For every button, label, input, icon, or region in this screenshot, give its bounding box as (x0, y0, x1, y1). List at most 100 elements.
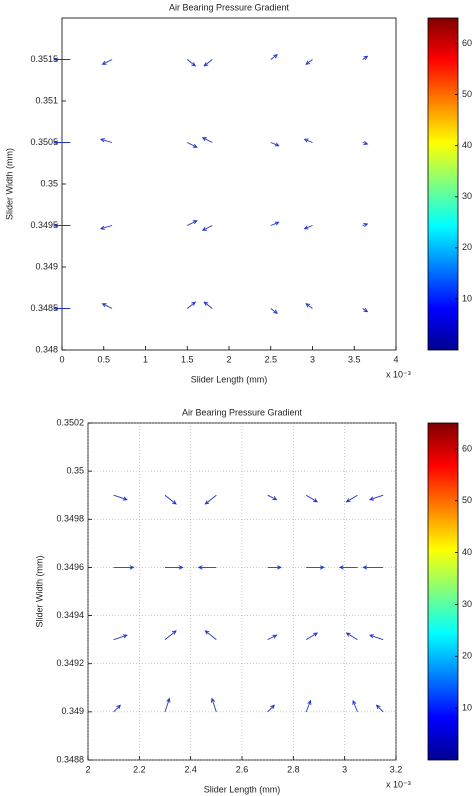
arrow (375, 704, 384, 713)
colorbar-tick-label: 40 (462, 547, 472, 557)
arrow (303, 225, 313, 230)
arrow (306, 565, 325, 570)
y-tick-label: 0.3492 (56, 658, 84, 668)
arrow (270, 308, 278, 314)
colorbar-tick-label: 60 (462, 443, 472, 453)
x-tick-label: 2.8 (287, 764, 300, 774)
arrow (203, 301, 213, 309)
colorbar-tick-label: 10 (462, 293, 472, 303)
arrow (362, 565, 384, 570)
x-tick-label: 1 (143, 354, 148, 364)
colorbar-tick-label: 10 (462, 703, 472, 713)
arrow (99, 138, 113, 143)
y-tick-label: 0.349 (61, 706, 84, 716)
arrow (187, 142, 198, 148)
y-tick-label: 0.349 (35, 261, 58, 271)
colorbar (427, 422, 459, 761)
arrow (305, 699, 312, 713)
arrow (362, 308, 369, 313)
y-tick-label: 0.3498 (56, 514, 84, 524)
arrow (362, 140, 369, 146)
y-tick-label: 0.35 (40, 178, 58, 188)
x-tick-label: 2.5 (264, 354, 277, 364)
colorbar-tick-label: 40 (462, 140, 472, 150)
y-tick-label: 0.3494 (56, 610, 84, 620)
colorbar (427, 17, 459, 351)
arrow (113, 565, 135, 570)
x-tick-label: 3 (342, 764, 347, 774)
x-tick-label: 1.5 (181, 354, 194, 364)
arrow (267, 565, 282, 570)
colorbar-tick-label: 20 (462, 242, 472, 252)
arrow (53, 140, 71, 145)
arrow (352, 699, 358, 713)
y-tick-label: 0.3505 (30, 137, 58, 147)
arrow (186, 301, 197, 309)
arrow (305, 59, 313, 65)
x-tick-label: 2.2 (133, 764, 146, 774)
arrow (204, 494, 217, 505)
arrow (270, 221, 280, 226)
x-axis-label: Slider Length (mm) (204, 784, 281, 794)
arrow (267, 494, 278, 501)
y-tick-label: 0.348 (35, 344, 58, 354)
x-multiplier: x 10⁻³ (386, 779, 411, 789)
arrow (164, 494, 177, 505)
y-tick-label: 0.3488 (56, 754, 84, 764)
arrow (267, 704, 275, 713)
arrow (270, 54, 278, 60)
y-tick-label: 0.3495 (30, 220, 58, 230)
arrow (204, 630, 217, 640)
x-tick-label: 2 (226, 354, 231, 364)
x-multiplier: x 10⁻³ (386, 369, 411, 379)
plot-area (61, 17, 397, 351)
arrow (187, 220, 198, 226)
chart-title: Air Bearing Pressure Gradient (182, 407, 303, 417)
arrow (101, 59, 113, 65)
x-axis-label: Slider Length (mm) (191, 374, 268, 384)
arrow (362, 55, 369, 60)
arrow (303, 138, 313, 143)
x-tick-label: 2.4 (184, 764, 197, 774)
arrow (101, 303, 113, 309)
colorbar-tick-label: 30 (462, 191, 472, 201)
arrow (113, 704, 121, 713)
arrow (164, 630, 177, 640)
arrow (267, 634, 278, 641)
y-tick-label: 0.3515 (30, 54, 58, 64)
colorbar-tick-label: 30 (462, 599, 472, 609)
arrow (203, 59, 213, 67)
y-tick-label: 0.35 (66, 466, 84, 476)
colorbar-tick-label: 50 (462, 495, 472, 505)
y-axis-label: Slider Width (mm) (4, 148, 14, 220)
arrow (368, 634, 384, 641)
arrow (99, 225, 113, 230)
arrow (345, 494, 358, 503)
colorbar-tick-label: 60 (462, 38, 472, 48)
x-tick-label: 0.5 (97, 354, 110, 364)
arrow (186, 59, 197, 67)
chart-title: Air Bearing Pressure Gradient (169, 2, 290, 12)
arrow (197, 565, 217, 570)
arrow (53, 306, 71, 311)
x-tick-label: 2 (85, 764, 90, 774)
y-axis-label: Slider Width (mm) (34, 555, 44, 627)
arrow (368, 494, 384, 501)
x-tick-label: 3.5 (348, 354, 361, 364)
x-tick-label: 2.6 (236, 764, 249, 774)
arrow (201, 225, 213, 231)
x-tick-label: 0 (59, 354, 64, 364)
x-tick-label: 3 (310, 354, 315, 364)
arrow (305, 494, 319, 503)
arrow (113, 634, 128, 641)
arrow (305, 303, 313, 309)
y-tick-label: 0.3485 (30, 303, 58, 313)
x-tick-label: 4 (393, 354, 398, 364)
arrow (362, 222, 369, 228)
colorbar-tick-label: 50 (462, 89, 472, 99)
arrow (165, 565, 184, 570)
y-tick-label: 0.3496 (56, 562, 84, 572)
arrow (201, 137, 213, 143)
arrow (210, 697, 217, 712)
